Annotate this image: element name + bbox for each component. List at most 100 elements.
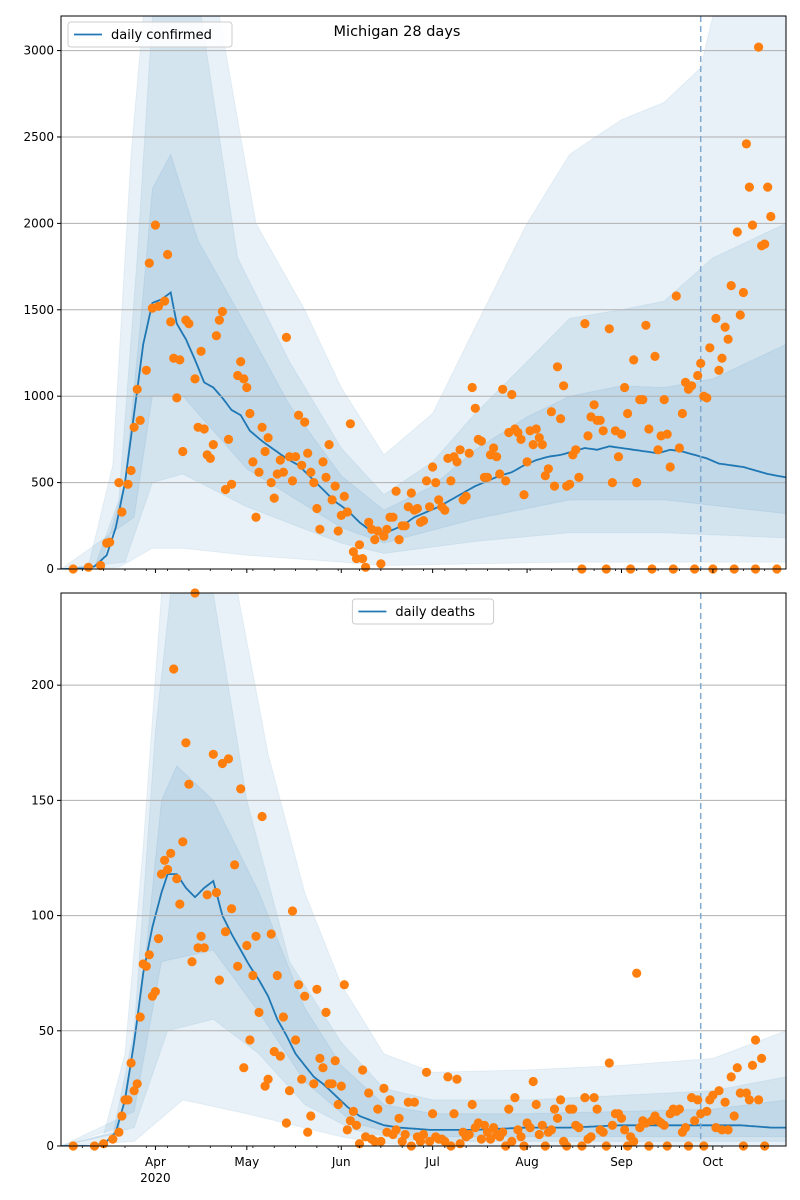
- observed-point: [620, 382, 630, 393]
- observed-point: [251, 931, 261, 941]
- observed-point: [339, 980, 349, 990]
- observed-point: [114, 478, 124, 488]
- observed-point: [129, 1086, 139, 1096]
- observed-point: [199, 943, 209, 953]
- observed-point: [629, 1136, 639, 1146]
- observed-point: [166, 848, 176, 859]
- observed-point: [339, 491, 349, 501]
- observed-point: [184, 319, 194, 329]
- observed-point: [519, 490, 529, 500]
- observed-point: [358, 1065, 368, 1075]
- y-tick-label: 2000: [23, 216, 54, 230]
- observed-point: [364, 517, 374, 527]
- observed-point: [632, 968, 642, 978]
- observed-point: [747, 220, 758, 230]
- observed-point: [96, 560, 106, 571]
- observed-point: [443, 1072, 453, 1082]
- observed-point: [492, 452, 502, 462]
- observed-point: [531, 424, 541, 434]
- observed-point: [175, 355, 185, 365]
- observed-point: [141, 961, 151, 971]
- observed-point: [281, 332, 291, 342]
- observed-point: [467, 382, 477, 393]
- observed-point: [260, 446, 270, 457]
- observed-point: [160, 855, 170, 865]
- x-tick-label: Apr: [145, 1155, 166, 1169]
- y-tick-label: 1000: [23, 389, 54, 403]
- observed-point: [242, 940, 252, 951]
- observed-point: [589, 1093, 599, 1103]
- chart-title: Michigan 28 days: [334, 24, 461, 40]
- observed-point: [233, 961, 243, 971]
- observed-point: [126, 1058, 136, 1068]
- observed-point: [680, 1123, 691, 1133]
- x-tick-label: Sep: [610, 1155, 633, 1169]
- observed-point: [236, 357, 246, 367]
- observed-point: [291, 452, 301, 462]
- observed-point: [208, 749, 218, 759]
- observed-point: [546, 407, 557, 417]
- observed-point: [263, 433, 273, 443]
- observed-point: [400, 1129, 410, 1140]
- observed-point: [744, 1095, 755, 1105]
- observed-point: [650, 351, 660, 361]
- observed-point: [641, 320, 651, 330]
- observed-point: [333, 526, 343, 536]
- observed-point: [303, 448, 313, 458]
- observed-point: [163, 249, 173, 260]
- observed-point: [266, 478, 276, 488]
- observed-point: [187, 957, 197, 967]
- observed-point: [659, 1120, 669, 1130]
- observed-point: [132, 1079, 142, 1089]
- observed-point: [211, 887, 221, 898]
- observed-point: [297, 1074, 307, 1084]
- observed-point: [534, 433, 544, 443]
- observed-point: [732, 227, 742, 237]
- observed-point: [638, 395, 648, 405]
- legend-label: daily deaths: [395, 605, 475, 620]
- observed-point: [693, 370, 703, 381]
- observed-point: [693, 1095, 703, 1105]
- observed-point: [312, 503, 322, 514]
- observed-point: [455, 1139, 465, 1149]
- y-tick-label: 2500: [23, 130, 54, 144]
- observed-point: [449, 1109, 459, 1119]
- observed-point: [345, 419, 355, 429]
- observed-point: [653, 445, 663, 455]
- observed-point: [741, 1088, 752, 1098]
- observed-point: [452, 457, 462, 467]
- observed-point: [757, 1053, 767, 1063]
- observed-point: [431, 478, 441, 488]
- observed-point: [726, 281, 736, 291]
- observed-point: [336, 1081, 346, 1091]
- observed-point: [549, 481, 560, 491]
- observed-point: [117, 507, 127, 517]
- observed-point: [108, 1134, 118, 1144]
- observed-point: [239, 1063, 249, 1073]
- observed-point: [287, 906, 298, 916]
- observed-point: [629, 355, 639, 365]
- y-tick-label: 200: [31, 678, 54, 692]
- observed-point: [315, 1053, 325, 1063]
- observed-point: [705, 343, 715, 353]
- observed-point: [440, 505, 450, 515]
- observed-point: [150, 987, 160, 997]
- observed-point: [677, 408, 688, 419]
- observed-point: [227, 904, 237, 914]
- observed-point: [616, 1113, 627, 1123]
- observed-point: [690, 1116, 700, 1126]
- observed-point: [720, 322, 730, 332]
- observed-point: [595, 415, 605, 425]
- observed-point: [251, 512, 261, 522]
- observed-point: [245, 408, 255, 419]
- observed-point: [540, 471, 550, 481]
- observed-point: [129, 422, 139, 432]
- observed-point: [205, 453, 215, 463]
- observed-point: [421, 476, 432, 486]
- observed-point: [172, 393, 182, 403]
- observed-point: [342, 507, 352, 517]
- observed-point: [257, 422, 267, 432]
- observed-point: [565, 479, 575, 489]
- observed-point: [607, 478, 618, 488]
